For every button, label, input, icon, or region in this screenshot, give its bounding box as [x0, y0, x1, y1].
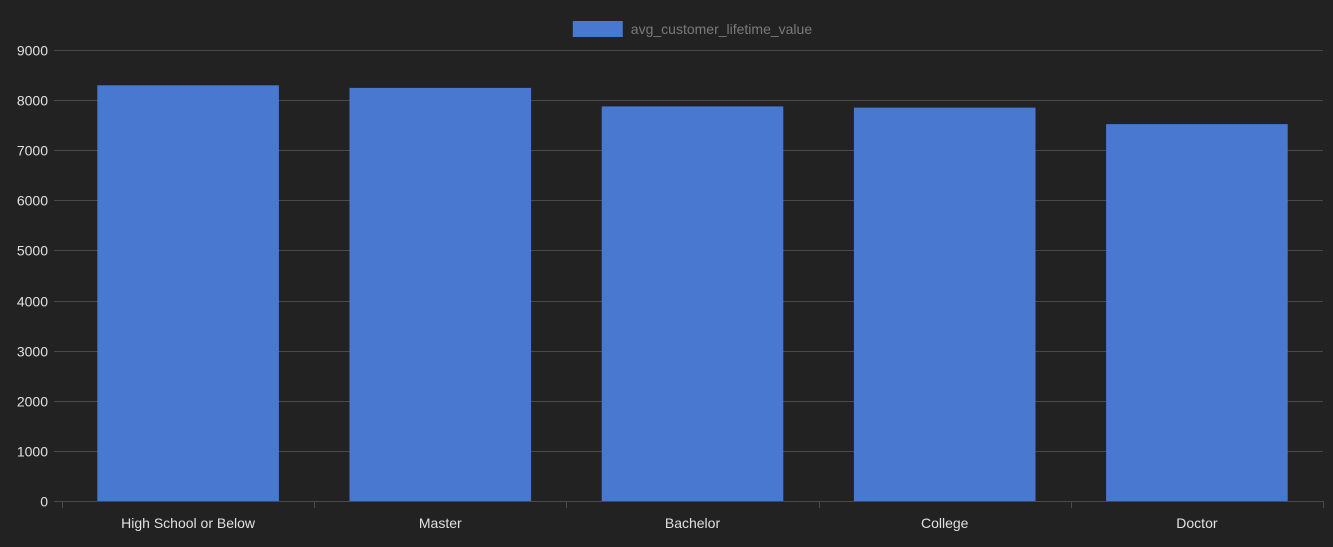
y-tick-label: 9000: [17, 43, 48, 59]
x-tick-label: Master: [419, 515, 462, 531]
y-tick-label: 1000: [17, 444, 48, 460]
y-tick-label: 7000: [17, 143, 48, 159]
y-tick-label: 2000: [17, 394, 48, 410]
y-tick-label: 3000: [17, 344, 48, 360]
x-tick-label: High School or Below: [121, 515, 256, 531]
legend-swatch[interactable]: [572, 21, 623, 37]
x-tick-label: Bachelor: [665, 515, 721, 531]
y-tick-label: 5000: [17, 243, 48, 259]
bar-bachelor[interactable]: [601, 106, 784, 502]
y-tick-label: 8000: [17, 93, 48, 109]
bar-master[interactable]: [349, 87, 532, 502]
bar-doctor[interactable]: [1106, 124, 1288, 501]
y-axis: 0 1000 2000 3000 4000 5000 6000 7000 8000 9000: [17, 43, 48, 510]
legend[interactable]: avg_customer_lifetime_value: [572, 21, 813, 37]
y-tick-label: 6000: [17, 193, 48, 209]
legend-label[interactable]: avg_customer_lifetime_value: [631, 21, 813, 37]
x-tick-label: College: [921, 515, 969, 531]
x-tick-label: Doctor: [1176, 515, 1218, 531]
y-tick-label: 4000: [17, 294, 48, 310]
x-axis: High School or Below Master Bachelor Colleg…: [62, 501, 1324, 531]
y-tick-label: 0: [40, 494, 48, 510]
bar-high-school-or-below[interactable]: [97, 85, 279, 502]
bar-college[interactable]: [853, 107, 1036, 501]
bars: [97, 85, 1288, 502]
